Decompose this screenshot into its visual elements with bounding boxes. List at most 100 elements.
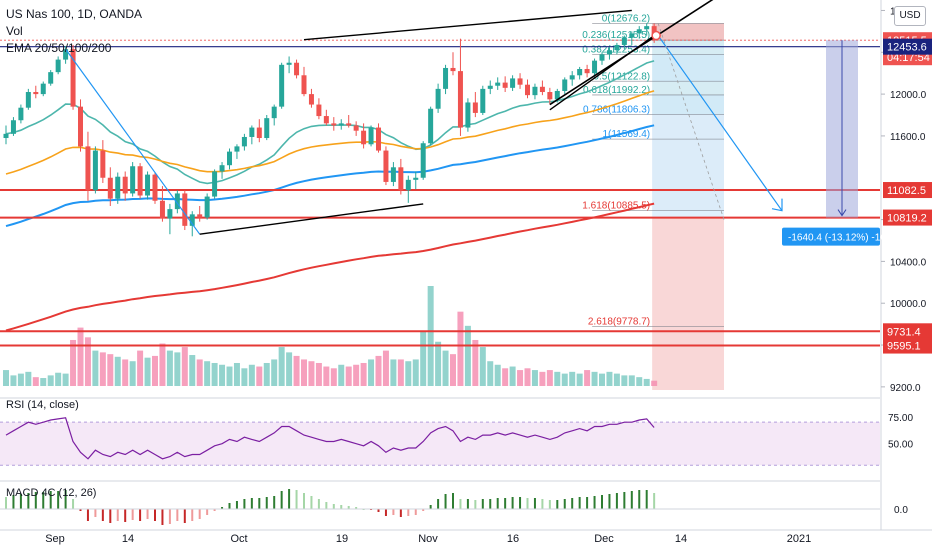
time-tick-label: Nov <box>418 533 438 545</box>
candle-body <box>308 94 314 105</box>
volume-bar <box>219 364 226 386</box>
volume-bar <box>47 375 54 386</box>
rsi-tick-label: 50.00 <box>888 440 913 451</box>
macd-histogram-bar <box>206 509 209 515</box>
macd-histogram-bar <box>116 509 119 521</box>
candle-body <box>130 166 136 194</box>
fib-zone <box>652 210 724 327</box>
macd-histogram-bar <box>481 499 484 509</box>
volume-bar <box>412 359 419 386</box>
candle-body <box>569 75 575 80</box>
candle-body <box>159 200 165 219</box>
ema-indicator-label[interactable]: EMA 20/50/100/200 <box>6 41 112 55</box>
volume-bar <box>427 286 434 386</box>
currency-button[interactable]: USD <box>894 6 926 26</box>
macd-histogram-bar <box>444 494 447 509</box>
candle-body <box>48 72 54 84</box>
volume-bar <box>390 359 397 386</box>
macd-histogram-bar <box>615 493 618 509</box>
macd-histogram-bar <box>168 509 171 524</box>
fib-level-label: 1.618(10885.5) <box>582 201 650 212</box>
macd-histogram-bar <box>213 509 216 511</box>
volume-bar <box>591 371 598 386</box>
macd-histogram-bar <box>183 509 186 523</box>
time-tick-label: 19 <box>336 533 348 545</box>
price-badge <box>883 209 932 226</box>
macd-panel: MACD 4C (12, 26) <box>0 487 880 525</box>
volume-bar <box>129 361 136 386</box>
macd-histogram-bar <box>154 509 156 521</box>
macd-histogram-bar <box>101 509 104 521</box>
candle-body <box>323 116 329 124</box>
volume-bar <box>397 359 404 386</box>
trend-drawings: -1640.4 (-13.12%) -16 <box>65 0 886 246</box>
macd-histogram-bar <box>437 499 440 509</box>
candle-body <box>592 60 598 74</box>
macd-histogram-bar <box>422 509 425 511</box>
macd-histogram-bar <box>325 502 328 509</box>
candle-body <box>636 29 642 34</box>
macd-histogram-bar <box>243 499 246 509</box>
candle-body <box>234 146 240 152</box>
volume-bar <box>70 339 77 386</box>
candle-body <box>644 26 650 30</box>
volume-bar <box>204 361 211 386</box>
projection-arrow-head <box>771 198 783 212</box>
candle-body <box>18 107 24 121</box>
price-tick-label: 11600.0 <box>890 132 926 143</box>
volume-bar <box>375 355 382 386</box>
volume-bar <box>166 350 173 386</box>
volume-bars <box>3 286 658 386</box>
candle-body <box>331 123 337 126</box>
macd-label: MACD 4C (12, 26) <box>6 487 96 499</box>
candle-body <box>547 92 553 100</box>
candle-body <box>271 106 277 119</box>
candle-body <box>368 127 374 145</box>
volume-bar <box>338 364 345 386</box>
main-grid <box>0 0 932 531</box>
candle-body <box>390 167 396 182</box>
macd-histogram-bar <box>258 498 261 509</box>
volume-bar <box>189 355 196 386</box>
volume-bar <box>159 343 166 386</box>
volume-bar <box>539 371 546 386</box>
measurement-label: -1640.4 (-13.12%) -16 <box>788 233 886 244</box>
fib-zone <box>652 81 724 95</box>
macd-histogram-bar <box>303 493 305 509</box>
candle-body <box>450 67 456 72</box>
volume-bar <box>293 355 300 386</box>
candle-body <box>606 50 612 55</box>
volume-bar <box>62 373 69 386</box>
candle-body <box>562 79 568 91</box>
time-tick-label: 14 <box>122 533 134 545</box>
candle-body <box>167 209 173 219</box>
macd-histogram-bar <box>5 497 7 509</box>
fib-zone <box>652 54 724 82</box>
macd-histogram-bar <box>124 509 127 522</box>
macd-histogram-bar <box>280 491 283 509</box>
candle-body <box>152 174 158 201</box>
projection-arrow-line <box>657 35 783 212</box>
candle-body <box>577 69 583 76</box>
volume-bar <box>248 364 255 386</box>
candle-body <box>554 90 560 100</box>
macd-histogram-bar <box>578 497 581 509</box>
volume-bar <box>509 366 516 386</box>
rsi-band <box>0 422 880 466</box>
volume-bar <box>271 359 278 386</box>
volume-bar <box>137 350 144 386</box>
volume-bar <box>114 356 121 386</box>
volume-bar <box>353 364 360 386</box>
candle-body <box>256 127 262 139</box>
volume-bar <box>420 331 427 386</box>
candle-body <box>3 133 9 139</box>
volume-bar <box>92 350 99 386</box>
price-badge <box>883 323 932 340</box>
symbol-title[interactable]: US Nas 100, 1D, OANDA <box>6 7 143 21</box>
volume-indicator-label[interactable]: Vol <box>6 24 23 38</box>
candle-body <box>495 82 501 86</box>
candle-body <box>338 123 344 126</box>
fib-zone <box>652 40 724 55</box>
candle-body <box>480 88 486 113</box>
